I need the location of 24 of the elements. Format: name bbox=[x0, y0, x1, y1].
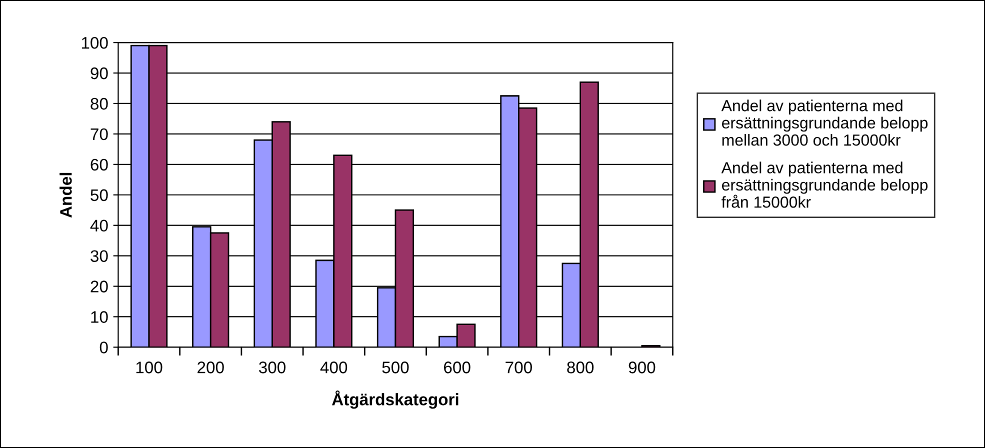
legend-label: Andel av patienterna med ersättningsgrundande belopp från 15000kr bbox=[721, 162, 928, 208]
x-axis-title: Åtgärdskategori bbox=[332, 390, 458, 409]
y-tick-label: 80 bbox=[90, 98, 108, 110]
y-tick-label: 10 bbox=[91, 311, 108, 323]
x-tick-label: 600 bbox=[444, 362, 470, 374]
y-tick-label: 0 bbox=[100, 342, 108, 354]
x-tick-label: 900 bbox=[628, 362, 656, 374]
x-tick-label: 300 bbox=[258, 362, 286, 374]
y-tick-label: 60 bbox=[90, 158, 108, 171]
x-tick-label: 200 bbox=[198, 362, 224, 374]
y-axis-title: Andel bbox=[60, 172, 72, 218]
x-tick-label: 800 bbox=[567, 362, 594, 374]
y-tick-label: 30 bbox=[90, 250, 108, 262]
y-tick-label: 100 bbox=[82, 36, 108, 49]
legend-label: Andel av patienterna med ersättningsgrundande belopp mellan 3000 och 15000kr bbox=[721, 100, 928, 146]
x-tick-label: 400 bbox=[320, 362, 348, 374]
y-tick-label: 50 bbox=[90, 189, 108, 202]
x-tick-label: 500 bbox=[382, 362, 409, 374]
y-tick-label: 70 bbox=[90, 128, 108, 140]
y-tick-label: 90 bbox=[90, 67, 108, 80]
x-tick-label: 700 bbox=[506, 362, 532, 374]
x-tick-label: 100 bbox=[136, 362, 162, 374]
y-tick-label: 20 bbox=[90, 280, 108, 292]
y-tick-label: 40 bbox=[90, 220, 108, 232]
